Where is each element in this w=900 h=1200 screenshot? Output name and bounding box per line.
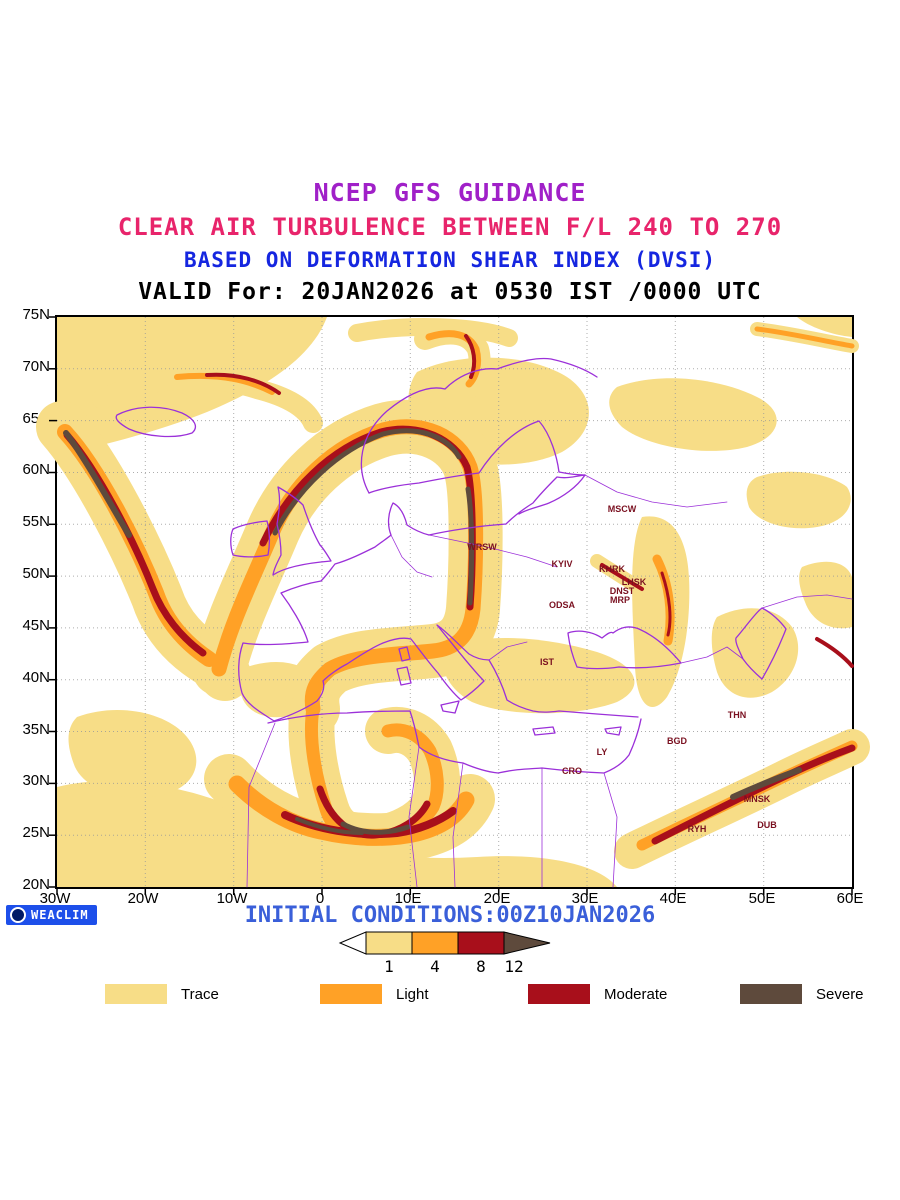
city-label-ist: IST xyxy=(540,657,555,667)
legend-swatch-light xyxy=(320,984,382,1004)
city-label-mrp: MRP xyxy=(610,595,630,605)
turbulence-map: MSCW WRSW KYIV KHRK LHSK DNST MRP ODSA I… xyxy=(36,316,870,895)
x-tick-10e: 10E xyxy=(394,890,422,907)
title-product: CLEAR AIR TURBULENCE BETWEEN F/L 240 TO … xyxy=(117,213,783,241)
city-label-mscw: MSCW xyxy=(608,504,637,514)
city-label-ryh: RYH xyxy=(688,824,707,834)
y-tick-40n: 40N xyxy=(22,669,50,686)
city-label-mnsk: MNSK xyxy=(744,794,771,804)
legend-swatch-trace xyxy=(105,984,167,1004)
legend-swatch-moderate xyxy=(528,984,590,1004)
y-tick-55n: 55N xyxy=(22,513,50,530)
colorbar-arrow xyxy=(338,931,551,955)
colorbar-value-12: 12 xyxy=(504,957,523,976)
city-label-kyiv: KYIV xyxy=(551,559,572,569)
y-tick-45n: 45N xyxy=(22,617,50,634)
weaclim-logo-text: WEACLIM xyxy=(31,908,89,922)
city-label-bgd: BGD xyxy=(667,736,688,746)
city-label-cro: CRO xyxy=(562,766,582,776)
legend-item-light: Light xyxy=(320,984,429,1004)
city-labels: MSCW WRSW KYIV KHRK LHSK DNST MRP ODSA I… xyxy=(467,504,777,834)
city-label-lhsk: LHSK xyxy=(622,577,647,587)
axis-ticks xyxy=(49,316,853,895)
legend-label-light: Light xyxy=(396,985,429,1003)
initial-conditions-text: INITIAL CONDITIONS:00Z10JAN2026 xyxy=(244,903,656,928)
y-tick-50n: 50N xyxy=(22,565,50,582)
colorbar-head-severe xyxy=(503,931,551,955)
x-tick-30e: 30E xyxy=(571,890,599,907)
y-tick-60n: 60N xyxy=(22,461,50,478)
legend-item-severe: Severe xyxy=(740,984,864,1004)
y-tick-20n: 20N xyxy=(22,876,50,893)
legend-label-severe: Severe xyxy=(816,985,864,1003)
weaclim-logo-badge: WEACLIM xyxy=(6,905,97,925)
contour-layer-severe xyxy=(63,428,802,835)
city-label-wrsw: WRSW xyxy=(467,542,497,552)
weaclim-logo-icon xyxy=(10,907,26,923)
y-tick-30n: 30N xyxy=(22,772,50,789)
colorbar-value-4: 4 xyxy=(430,957,440,976)
x-tick-10w: 10W xyxy=(216,890,248,907)
legend-item-trace: Trace xyxy=(105,984,219,1004)
colorbar-segment-light xyxy=(411,931,459,955)
x-tick-50e: 50E xyxy=(748,890,776,907)
city-label-ly: LY xyxy=(597,747,608,757)
coastline-layer xyxy=(115,357,853,888)
grid-layer xyxy=(57,317,852,887)
x-tick-30w: 30W xyxy=(39,890,71,907)
title-valid-time: VALID For: 20JAN2026 at 0530 IST /0000 U… xyxy=(138,279,762,305)
legend-label-trace: Trace xyxy=(181,985,219,1003)
colorbar-segment-trace xyxy=(365,931,413,955)
colorbar: 1 4 8 12 xyxy=(338,931,551,976)
city-label-khrk: KHRK xyxy=(599,564,625,574)
title-model: NCEP GFS GUIDANCE xyxy=(313,178,587,207)
x-tick-40e: 40E xyxy=(659,890,687,907)
title-method: BASED ON DEFORMATION SHEAR INDEX (DVSI) xyxy=(183,248,717,272)
x-tick-20w: 20W xyxy=(127,890,159,907)
x-tick-60e: 60E xyxy=(836,890,864,907)
colorbar-tail xyxy=(338,931,367,955)
city-label-dub: DUB xyxy=(757,820,777,830)
colorbar-value-1: 1 xyxy=(384,957,394,976)
x-tick-20e: 20E xyxy=(483,890,511,907)
map-frame: MSCW WRSW KYIV KHRK LHSK DNST MRP ODSA I… xyxy=(36,315,870,895)
legend-label-moderate: Moderate xyxy=(604,985,668,1003)
colorbar-values: 1 4 8 12 xyxy=(384,957,523,976)
colorbar-segment-moderate xyxy=(457,931,505,955)
legend-swatch-severe xyxy=(740,984,802,1004)
y-tick-70n: 70N xyxy=(22,358,50,375)
y-tick-25n: 25N xyxy=(22,824,50,841)
y-tick-75n: 75N xyxy=(22,306,50,323)
colorbar-value-8: 8 xyxy=(476,957,486,976)
city-label-thn: THN xyxy=(728,710,747,720)
city-label-dnst: DNST xyxy=(610,586,635,596)
y-tick-35n: 35N xyxy=(22,721,50,738)
x-tick-0: 0 xyxy=(315,890,325,907)
title-block: NCEP GFS GUIDANCE CLEAR AIR TURBULENCE B… xyxy=(0,176,900,308)
city-label-odsa: ODSA xyxy=(549,600,576,610)
legend-item-moderate: Moderate xyxy=(528,984,667,1004)
